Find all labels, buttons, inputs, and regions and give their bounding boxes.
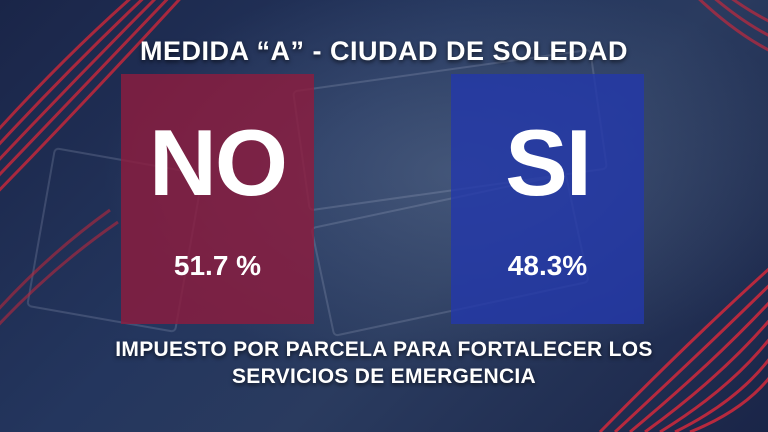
- vote-percent-si: 48.3%: [507, 250, 588, 281]
- measure-description: IMPUESTO POR PARCELA PARA FORTALECER LOS…: [0, 336, 768, 390]
- result-panel-si: SI 48.3%: [451, 74, 644, 324]
- vote-label-no: NO: [149, 110, 288, 215]
- description-line-1: IMPUESTO POR PARCELA PARA FORTALECER LOS: [115, 338, 653, 361]
- vote-percent-no: 51.7 %: [173, 250, 262, 281]
- description-line-2: SERVICIOS DE EMERGENCIA: [231, 365, 537, 388]
- vote-label-si: SI: [505, 110, 592, 215]
- page-title: MEDIDA “A” - CIUDAD DE SOLEDAD: [139, 36, 628, 66]
- result-panel-no: NO 51.7 %: [121, 74, 314, 324]
